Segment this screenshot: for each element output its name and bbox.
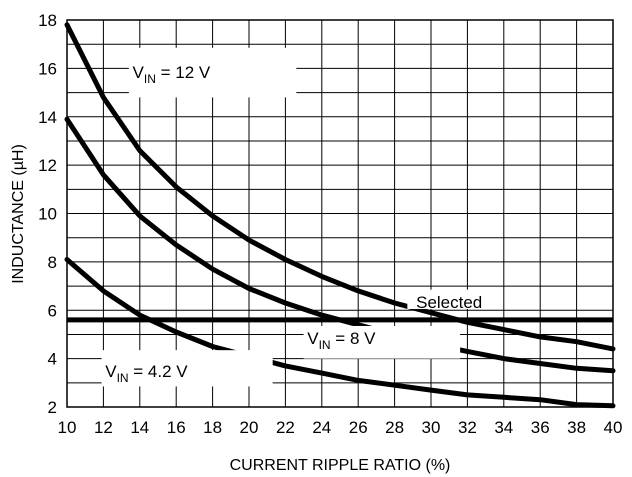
x-tick-label: 38 — [567, 418, 586, 437]
selected-label: Selected — [416, 293, 482, 312]
x-tick-label: 16 — [167, 418, 186, 437]
curve-annotations: VIN = 12 V VIN = 8 V VIN = 4.2 V — [101, 47, 461, 387]
x-tick-label: 34 — [494, 418, 513, 437]
y-tick-label: 2 — [48, 398, 57, 417]
series-line-3 — [64, 257, 616, 409]
y-tick-label: 12 — [38, 156, 57, 175]
y-tick-label: 16 — [38, 59, 57, 78]
annotation-bg — [128, 47, 297, 98]
x-tick-label: 30 — [422, 418, 441, 437]
x-axis-title: CURRENT RIPPLE RATIO (%) — [230, 457, 451, 474]
annotation-bg — [101, 350, 273, 387]
x-tick-label: 26 — [349, 418, 368, 437]
selected-label-bg — [407, 289, 492, 310]
x-tick-label: 22 — [276, 418, 295, 437]
x-tick-label: 20 — [240, 418, 259, 437]
y-tick-label: 4 — [48, 350, 57, 369]
x-tick-label: 40 — [604, 418, 623, 437]
series-line-1 — [64, 22, 616, 352]
y-tick-label: 8 — [48, 253, 57, 272]
x-tick-label: 14 — [130, 418, 149, 437]
x-tick-label: 18 — [203, 418, 222, 437]
y-tick-label: 6 — [48, 301, 57, 320]
x-tick-label: 28 — [385, 418, 404, 437]
reference-lines: Selected — [67, 289, 613, 323]
annotation-bg — [303, 325, 461, 359]
tick-labels: 10 12 14 16 18 20 22 24 26 28 30 32 34 36 38 4024681012… — [38, 11, 622, 437]
x-tick-label: 12 — [94, 418, 113, 437]
plot-frame — [66, 19, 614, 408]
y-axis-title: INDUCTANCE (µH) — [10, 144, 27, 284]
vin-annotation: VIN = 8 V — [307, 329, 376, 352]
y-tick-label: 18 — [38, 11, 57, 30]
y-tick-label: 14 — [38, 108, 57, 127]
x-tick-label: 36 — [531, 418, 550, 437]
x-tick-label: 24 — [312, 418, 331, 437]
vin-annotation: VIN = 12 V — [133, 63, 211, 86]
x-tick-label: 32 — [458, 418, 477, 437]
x-tick-label: 10 — [58, 418, 77, 437]
vin-annotation: VIN = 4.2 V — [105, 362, 188, 385]
y-tick-label: 10 — [38, 205, 57, 224]
